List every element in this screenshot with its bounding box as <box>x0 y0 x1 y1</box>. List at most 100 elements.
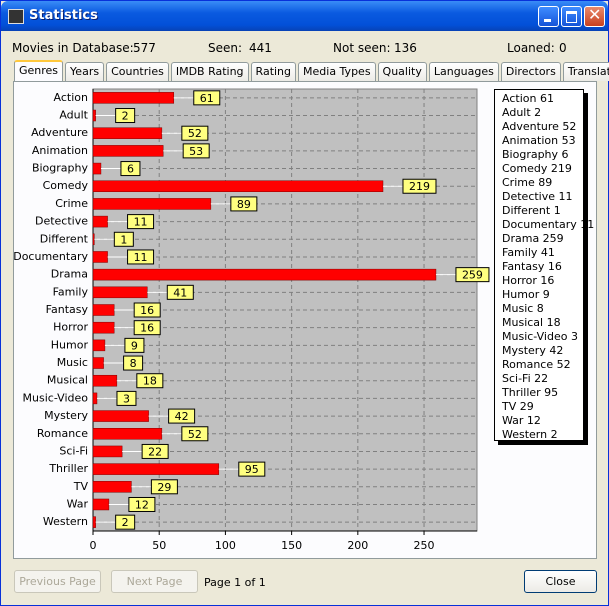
y-tick-label: Adventure <box>31 126 88 139</box>
bar <box>92 463 220 475</box>
bar <box>92 145 164 157</box>
value-label: 3 <box>123 392 130 405</box>
y-tick-label: Romance <box>37 427 88 440</box>
bar <box>92 321 115 334</box>
legend-entry: Romance 52 <box>502 358 571 371</box>
close-window-button[interactable]: ✕ <box>584 5 605 27</box>
value-label-box <box>133 302 161 318</box>
legend-entry: Music 8 <box>502 302 544 315</box>
y-tick-label: Comedy <box>43 179 89 192</box>
value-label: 89 <box>237 198 251 211</box>
value-label: 9 <box>131 339 138 352</box>
title-bar: Statistics ✕ <box>1 1 608 31</box>
value-label: 42 <box>175 410 189 423</box>
stat-value: 136 <box>394 41 417 55</box>
legend-entry: Biography 6 <box>502 148 569 161</box>
value-label-box <box>181 426 209 442</box>
value-label-box <box>115 108 136 124</box>
value-label: 12 <box>135 498 149 511</box>
value-label: 2 <box>122 516 129 529</box>
value-label-box <box>181 125 209 141</box>
previous-page-button[interactable]: Previous Page <box>14 570 101 593</box>
legend-entry: Sci-Fi 22 <box>502 372 549 385</box>
x-tick-label: 50 <box>152 539 166 552</box>
x-tick-label: 100 <box>215 539 236 552</box>
value-label: 18 <box>143 375 157 388</box>
value-label-box <box>168 408 196 424</box>
stat-value: 0 <box>559 41 567 55</box>
value-label: 95 <box>245 463 259 476</box>
y-tick-label: Horror <box>53 321 88 334</box>
value-label: 22 <box>148 445 162 458</box>
value-label-box <box>120 161 141 177</box>
x-tick-label: 0 <box>90 539 97 552</box>
legend-entry: Fantasy 16 <box>502 260 562 273</box>
legend-entry: Family 41 <box>502 246 555 259</box>
bar <box>92 392 98 405</box>
tab[interactable]: Translations <box>562 62 609 81</box>
tab[interactable]: Countries <box>106 62 169 81</box>
tab[interactable]: Genres <box>14 60 64 81</box>
bar <box>92 445 123 458</box>
next-page-button[interactable]: Next Page <box>111 570 198 593</box>
bar <box>92 339 106 352</box>
value-label-box <box>166 284 194 300</box>
value-label-box <box>115 514 136 530</box>
bar <box>92 92 175 104</box>
value-label: 219 <box>409 180 430 193</box>
value-label-box <box>141 443 169 459</box>
y-tick-label: Fantasy <box>46 303 89 316</box>
tab[interactable]: Rating <box>250 62 297 81</box>
y-tick-label: Family <box>53 285 89 298</box>
stat-label: Movies in Database: <box>12 41 134 55</box>
value-label: 41 <box>173 286 187 299</box>
value-label-box <box>150 479 178 495</box>
legend: Action 61 Adult 2 Adventure 52 Animation 53… <box>494 89 594 441</box>
bar <box>92 481 132 493</box>
tab[interactable]: Languages <box>428 62 499 81</box>
y-tick-label: Documentary <box>13 250 88 263</box>
tab[interactable]: Directors <box>500 62 561 81</box>
y-tick-label: Adult <box>59 109 88 122</box>
legend-entry: Animation 53 <box>502 134 576 147</box>
y-tick-label: Different <box>40 232 89 245</box>
y-tick-label: Drama <box>51 268 88 281</box>
y-tick-label: Musical <box>47 374 88 387</box>
stat-label: Seen: <box>208 41 243 55</box>
minimize-button[interactable] <box>538 6 559 27</box>
y-tick-label: Animation <box>32 144 88 157</box>
stat-label: Loaned: <box>507 41 555 55</box>
value-label-box <box>133 320 161 336</box>
value-label: 29 <box>157 481 171 494</box>
y-tick-label: Biography <box>32 162 89 175</box>
bar <box>92 109 96 122</box>
legend-entry: Music-Video 3 <box>502 330 578 343</box>
tab[interactable]: Quality <box>377 62 427 81</box>
legend-entry: Drama 259 <box>502 232 564 245</box>
value-label-box <box>127 214 155 230</box>
legend-entry: War 12 <box>502 414 541 427</box>
value-label: 1 <box>120 233 127 246</box>
close-button[interactable]: Close <box>524 570 597 593</box>
tab[interactable]: Years <box>65 62 105 81</box>
value-label: 52 <box>188 127 202 140</box>
maximize-button[interactable] <box>561 6 582 27</box>
legend-entry: Horror 16 <box>502 274 555 287</box>
value-label-box <box>230 196 258 212</box>
value-label: 16 <box>140 322 154 335</box>
value-label-box <box>136 373 164 389</box>
tab[interactable]: Media Types <box>298 62 376 81</box>
y-tick-label: Sci-Fi <box>59 444 88 457</box>
value-label-box <box>128 496 156 512</box>
bar <box>92 357 104 369</box>
legend-entry: Detective 11 <box>502 190 573 203</box>
page-status: Page 1 of 1 <box>204 576 266 589</box>
value-label: 2 <box>122 110 129 123</box>
legend-entry: Mystery 42 <box>502 344 564 357</box>
stat-value: 441 <box>249 41 272 55</box>
bar <box>92 251 108 263</box>
bar <box>92 215 108 228</box>
bar <box>92 127 163 139</box>
tab[interactable]: IMDB Rating <box>170 62 249 81</box>
value-label-box <box>123 355 144 371</box>
